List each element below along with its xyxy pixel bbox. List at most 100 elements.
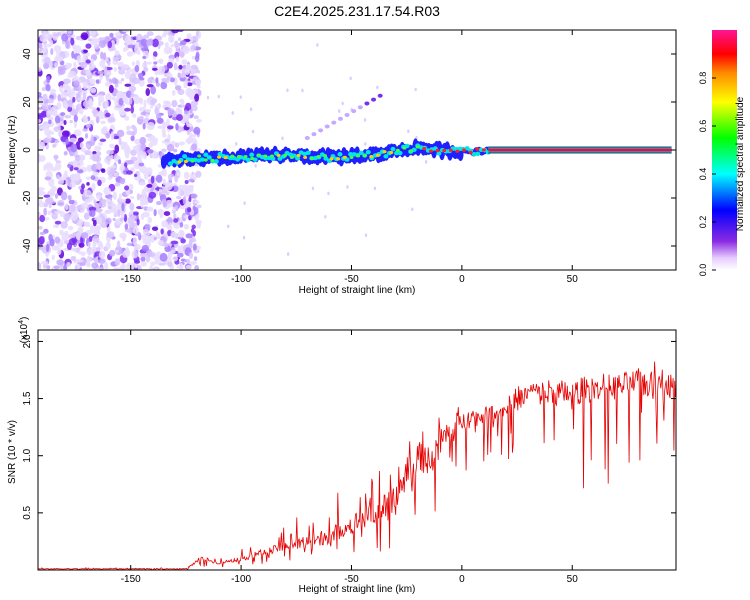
spectrogram-noise-point [59,85,64,93]
spectrogram-noise-point [124,185,130,191]
spectrogram-noise-point [105,217,112,225]
spectrogram-noise-point [117,61,125,67]
spectrogram-noise-point [91,182,96,192]
spectrogram-noise-point [132,95,140,102]
spectrogram-noise-point [109,167,115,176]
spectrogram-noise-point [38,262,42,270]
spectrogram-noise-point [65,40,70,49]
spectrogram-noise-point [113,135,120,140]
spectrogram-noise-point [171,89,176,97]
snr-x-ticks: -150 -100 -50 0 50 [121,330,579,585]
spectrogram-noise-point [89,65,95,70]
spectrogram-noise-point [81,116,89,123]
spectrogram-noise-point [184,179,189,185]
colorbar-tick-label: 0.2 [698,216,708,229]
ridge-core [303,155,308,160]
spectrogram-noise-point [130,149,137,156]
spectrogram-noise-point [54,162,62,171]
spectrogram-noise-point [103,186,111,196]
spectrogram-noise-point [189,96,195,101]
ridge-mid [348,152,354,157]
spectrogram-noise-point [175,56,180,63]
x-tick-label: 50 [567,274,579,285]
spectrogram-noise-point [68,238,77,246]
spectrogram-noise-point [158,67,162,75]
spectrogram-noise-point [80,251,86,257]
spectrogram-noise-point [149,239,155,243]
spectrogram-noise-point [185,102,192,111]
spectrogram-noise-point [62,83,68,90]
spectrogram-noise-point [85,59,91,64]
spectrogram-noise-point [126,130,134,136]
ridge-mid [235,157,241,162]
spectrogram-noise-point [183,80,188,89]
spectrogram-noise-point [122,235,126,242]
ridge-core [203,158,208,162]
spectrogram-noise-point [116,54,122,60]
spectrogram-noise-point [134,64,140,73]
spectrogram-noise-point [105,112,111,118]
spectrogram-noise-point [69,212,78,222]
spectrogram-noise-point [95,225,102,231]
spectrogram-noise-point [132,236,138,246]
harmonic-point [377,93,383,98]
x-tick-label: 50 [567,574,579,585]
spectrogram-noise-point [118,66,122,70]
spectrogram-noise-point [86,255,91,264]
ridge-core [448,148,453,152]
spectrogram-noise-point [165,199,174,208]
spectrogram-noise-point [176,252,184,258]
spectrogram-noise-point [142,170,147,175]
spectrogram-noise-point [44,128,51,136]
spectrogram-noise-point [126,125,131,130]
ridge-core [243,154,248,159]
spectrogram-noise-point [67,106,73,113]
spectrogram-noise-point [46,110,50,117]
colorbar-tick-label: 0.6 [698,120,708,133]
spectrogram-noise-point [89,78,96,84]
spectrogram-noise-point [196,221,202,229]
spectrogram-noise-point [51,245,59,251]
spectrogram-sparse-point [243,201,246,205]
spectrogram-noise-point [146,83,154,88]
ridge-core [296,153,301,158]
spectrogram-noise-point [166,76,171,81]
snr-series-line [38,361,676,570]
spectrogram-noise-point [43,194,51,198]
ridge-core [342,155,347,159]
snr-frame [37,329,677,571]
ridge-core [455,149,460,153]
spectrogram-noise-point [63,264,68,270]
spectrogram-noise-point [81,202,89,209]
spectrogram-noise-point [73,167,79,171]
ridge-mid [436,151,442,156]
spectrogram-noise-point [138,162,145,167]
spectrogram-y-axis-label: Frequency (Hz) [7,116,18,185]
spectrogram-noise-point [83,49,88,53]
spectrogram-x-ticks: -150 -100 -50 0 50 [121,30,579,285]
spectrogram-noise-point [65,90,74,97]
ridge-core [375,153,380,157]
spectrogram-noise-point [78,108,84,115]
spectrogram-noise-point [76,55,82,63]
spectrogram-noise-point [139,116,144,120]
spectrogram-noise-point [129,97,133,105]
harmonic-point [344,112,350,117]
spectrogram-noise-point [112,191,117,201]
spectrogram-noise-point [133,211,139,216]
spectrogram-sparse-point [235,142,238,146]
spectrogram-noise-point [105,73,110,82]
spectrogram-noise-point [43,202,49,208]
spectrogram-noise-point [47,116,54,121]
spectrogram-noise-point [106,155,111,162]
spectrogram-noise-point [185,69,190,76]
spectrogram-noise-point [121,30,130,33]
ridge-core [475,147,480,151]
spectrogram-sparse-point [281,136,284,141]
spectrogram-noise-point [176,113,183,122]
spectrogram-noise-point [73,159,78,167]
spectrogram-noise-point [183,110,189,115]
snr-multiplier-exp: 4 [18,320,25,324]
spectrogram-noise-point [170,231,178,238]
spectrogram-noise-point [137,264,142,270]
